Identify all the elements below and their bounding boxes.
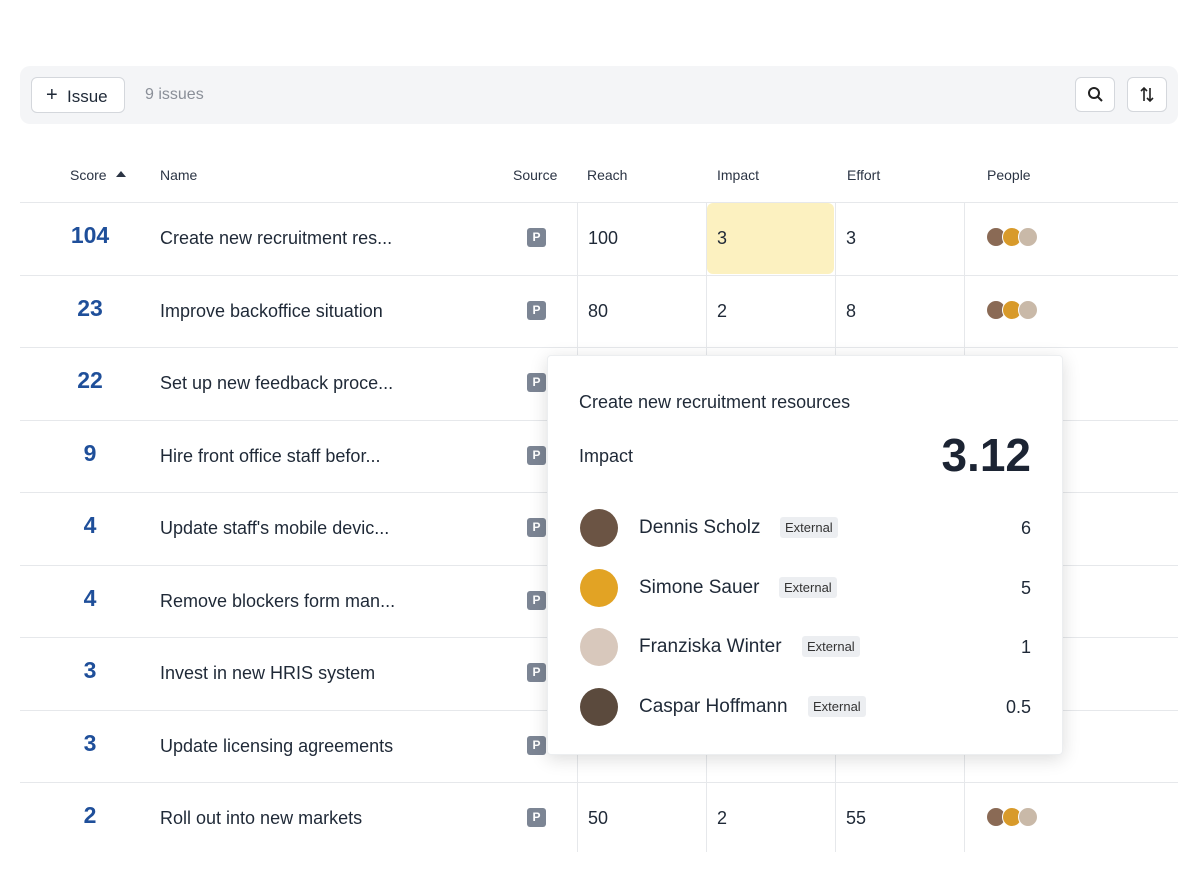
person-name: Dennis Scholz <box>639 517 761 538</box>
column-header: People <box>987 167 1031 183</box>
search-button[interactable] <box>1075 77 1115 112</box>
column-header: Name <box>160 167 198 183</box>
popover-label: Impact <box>579 446 634 466</box>
cell-value: 2 <box>717 808 728 828</box>
avatar <box>1018 299 1038 320</box>
cell-value: 80 <box>588 300 609 321</box>
person-avatar <box>580 687 618 726</box>
score: 9 <box>83 439 97 466</box>
person-tag: External <box>779 576 837 598</box>
issue-name[interactable]: Hire front office staff befor... <box>160 445 381 466</box>
cell-value: 2 <box>717 300 728 321</box>
issue-name[interactable]: Invest in new HRIS system <box>160 663 376 683</box>
person-avatar <box>580 509 618 547</box>
highlight-cell <box>707 203 834 274</box>
score: 104 <box>70 222 110 248</box>
person-value: 6 <box>1020 518 1031 538</box>
issue-name[interactable]: Create new recruitment res... <box>160 228 393 248</box>
source-badge: P <box>527 300 546 320</box>
person-tag: External <box>808 695 866 717</box>
column-header: Impact <box>717 167 760 183</box>
cell-value: 3 <box>846 228 857 248</box>
score: 23 <box>77 294 103 321</box>
issue-count: 9 issues <box>145 86 204 103</box>
add-issue-button[interactable]: + Issue <box>31 77 125 113</box>
cell-value: 50 <box>588 808 609 828</box>
avatar <box>1018 227 1038 247</box>
source-badge: P <box>527 445 546 465</box>
search-icon <box>1088 87 1103 102</box>
cell-value: 8 <box>846 300 857 321</box>
score: 3 <box>83 657 97 683</box>
score: 2 <box>83 802 97 828</box>
cell-value: 100 <box>588 228 619 248</box>
source-badge: P <box>527 373 546 392</box>
person-name: Simone Sauer <box>639 576 760 598</box>
source-badge: P <box>527 518 546 537</box>
sort-icon <box>1140 86 1154 103</box>
person-tag: External <box>780 517 838 538</box>
row-divider <box>20 274 1178 276</box>
cell-value: 55 <box>846 808 867 828</box>
source-badge: P <box>527 663 546 682</box>
issue-name[interactable]: Update licensing agreements <box>160 735 394 756</box>
score: 4 <box>83 512 97 538</box>
issue-name[interactable]: Set up new feedback proce... <box>160 373 394 393</box>
person-value: 5 <box>1020 577 1031 598</box>
row-divider <box>20 347 1178 348</box>
popover-value: 3.12 <box>941 429 1031 481</box>
row-divider <box>20 202 1178 203</box>
person-name: Franziska Winter <box>639 636 782 657</box>
source-badge: P <box>527 735 546 755</box>
score: 4 <box>83 584 97 611</box>
toolbar: + Issue 9 issues <box>20 66 1178 124</box>
person-value: 1 <box>1020 637 1031 657</box>
avatar <box>1018 807 1038 827</box>
cell-value: 3 <box>717 228 728 248</box>
person-tag: External <box>802 636 860 657</box>
score: 22 <box>77 367 103 393</box>
popover-title: Create new recruitment resources <box>579 392 851 412</box>
source-badge: P <box>527 590 546 610</box>
issue-name[interactable]: Remove blockers form man... <box>160 590 396 611</box>
source-badge: P <box>527 228 546 247</box>
issue-name[interactable]: Roll out into new markets <box>160 808 363 828</box>
person-avatar <box>580 568 618 607</box>
row-divider <box>20 782 1178 783</box>
source-badge: P <box>527 808 546 827</box>
person-avatar <box>580 628 618 666</box>
sort-arrow <box>116 171 126 177</box>
person-name: Caspar Hoffmann <box>639 695 788 717</box>
sort-button[interactable] <box>1127 77 1167 112</box>
column-header[interactable]: Score <box>70 167 107 183</box>
issue-name[interactable]: Improve backoffice situation <box>160 300 383 321</box>
plus-icon: + <box>46 84 58 106</box>
button-label: Issue <box>67 87 108 106</box>
column-header: Source <box>513 167 558 183</box>
person-value: 0.5 <box>1005 696 1031 717</box>
issue-name[interactable]: Update staff's mobile devic... <box>160 518 390 538</box>
popover: Create new recruitment resources Impact … <box>547 355 1063 755</box>
score: 3 <box>83 729 97 756</box>
column-header: Reach <box>587 167 628 183</box>
column-header: Effort <box>847 167 881 183</box>
